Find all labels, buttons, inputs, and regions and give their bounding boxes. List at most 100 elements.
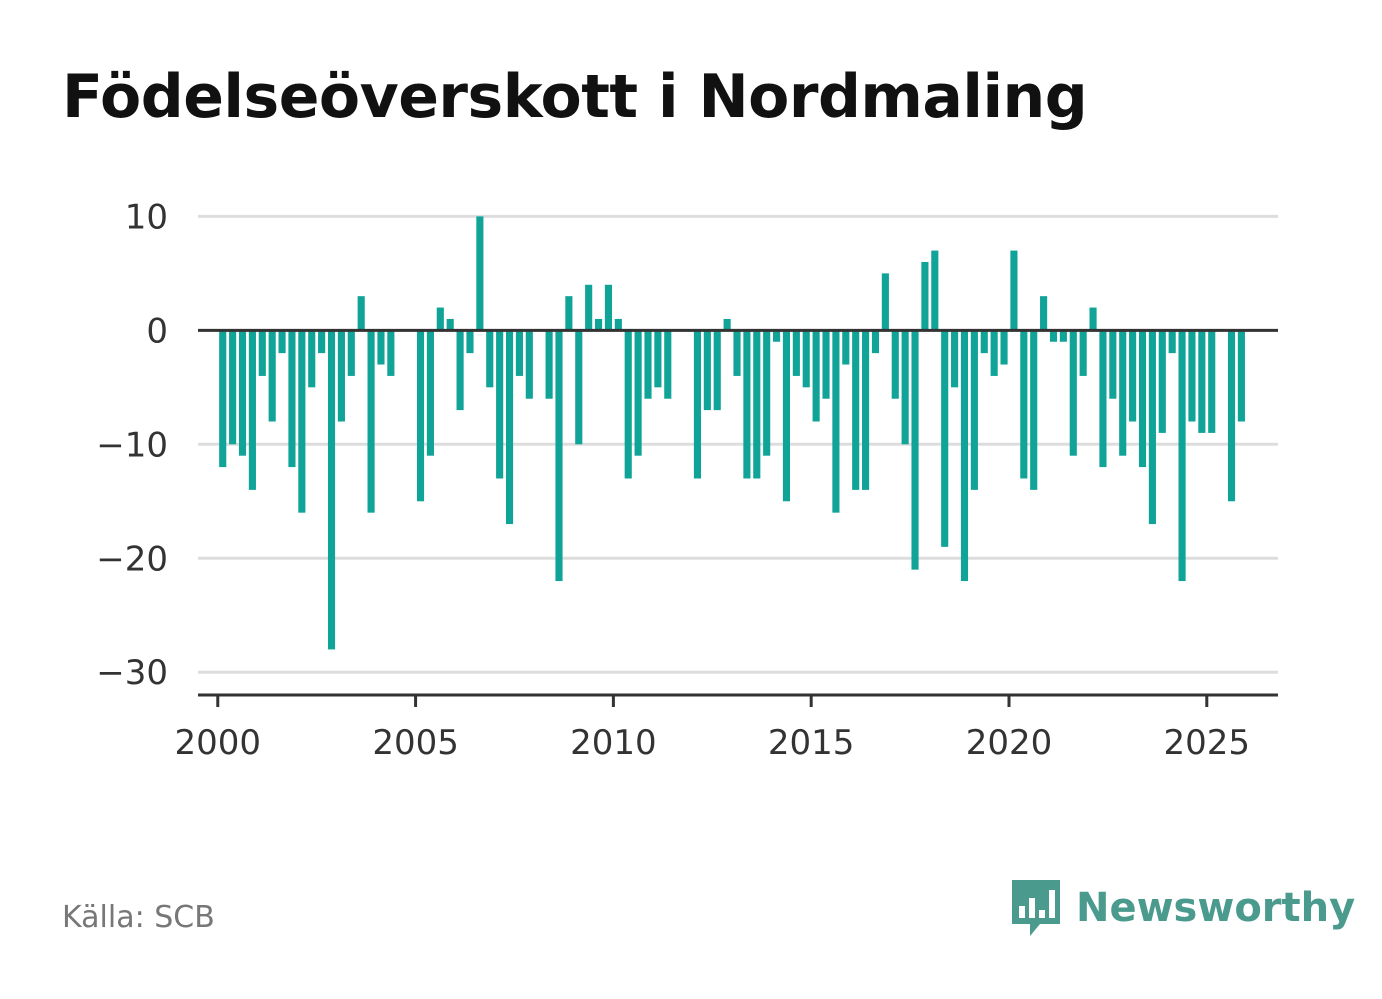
bar [229, 330, 237, 445]
bar [1208, 330, 1216, 433]
bar [525, 330, 533, 399]
axes [198, 328, 1278, 707]
bar [822, 330, 830, 399]
bar [456, 330, 464, 411]
bar [377, 330, 385, 365]
bar [318, 330, 326, 354]
bar [862, 330, 870, 490]
bar [238, 330, 247, 456]
y-tick-label: 0 [146, 311, 168, 351]
bar [842, 330, 850, 365]
bar [1109, 330, 1117, 399]
bar [1168, 330, 1176, 354]
x-tick-label: 2010 [570, 723, 657, 763]
bar [1158, 330, 1166, 433]
bar [515, 330, 523, 376]
bar [426, 330, 434, 456]
source-note: Källa: SCB [62, 900, 215, 935]
bar [921, 261, 929, 331]
bar [802, 330, 810, 388]
bar [1227, 330, 1236, 502]
bar [219, 330, 227, 468]
bar [1040, 296, 1048, 331]
bar [367, 330, 375, 513]
bar [436, 307, 444, 331]
brand-name: Newsworthy [1076, 885, 1356, 931]
bar [881, 273, 889, 331]
bar [327, 330, 336, 650]
bar [1148, 330, 1156, 525]
bar [753, 330, 761, 479]
bar [852, 330, 860, 490]
bar [664, 330, 672, 399]
bar [1030, 330, 1038, 490]
bar [446, 318, 454, 331]
bar [990, 330, 998, 376]
bar [288, 330, 296, 468]
bar [1198, 330, 1206, 433]
bar [733, 330, 741, 376]
bar [1099, 330, 1107, 468]
bar [871, 330, 880, 354]
bar [466, 330, 474, 354]
bar [1178, 330, 1186, 582]
x-tick-label: 2015 [768, 723, 855, 763]
bar [891, 330, 899, 399]
bar [416, 330, 425, 502]
bar [337, 330, 345, 422]
bar [545, 330, 553, 399]
bar [1020, 330, 1028, 479]
bar [496, 330, 504, 479]
bar [1129, 330, 1137, 422]
bar [614, 318, 622, 331]
bar [1138, 330, 1147, 468]
y-tick-label: −20 [96, 539, 168, 579]
bar [1188, 330, 1196, 422]
bar [763, 330, 771, 456]
bar [565, 296, 573, 331]
x-tick-label: 2025 [1164, 723, 1251, 763]
y-tick-label: −30 [96, 653, 168, 693]
bar [634, 330, 642, 456]
bar [1089, 307, 1097, 331]
bar [773, 330, 781, 342]
bar [960, 330, 969, 582]
bar [832, 330, 840, 513]
bar [693, 330, 702, 479]
bar [268, 330, 276, 422]
chart-title: Födelseöverskott i Nordmaling [62, 62, 1088, 132]
bar [555, 330, 563, 582]
bar [970, 330, 978, 490]
bars [219, 216, 1245, 650]
bar-chart-logo-icon [1012, 880, 1060, 936]
bar [594, 318, 603, 331]
bar [723, 318, 731, 331]
bar [941, 330, 949, 547]
bar [911, 330, 919, 570]
bar [931, 250, 939, 331]
bar [486, 330, 494, 388]
bar [1079, 330, 1087, 376]
bar [575, 330, 583, 445]
bar [782, 330, 791, 502]
bar [624, 330, 632, 479]
bar [357, 296, 365, 331]
bar [505, 330, 514, 525]
bar [713, 330, 721, 411]
bar [812, 330, 820, 422]
bar [604, 284, 612, 331]
bar [654, 330, 662, 388]
bar [258, 330, 266, 376]
bar [1000, 330, 1008, 365]
bar [308, 330, 316, 388]
gridlines [198, 214, 1278, 674]
bar [387, 330, 395, 376]
bar [980, 330, 988, 354]
bar [1237, 330, 1245, 422]
bar [1049, 330, 1058, 342]
bar [743, 330, 751, 479]
brand-logo: Newsworthy [1010, 878, 1355, 938]
bar [1059, 330, 1067, 342]
